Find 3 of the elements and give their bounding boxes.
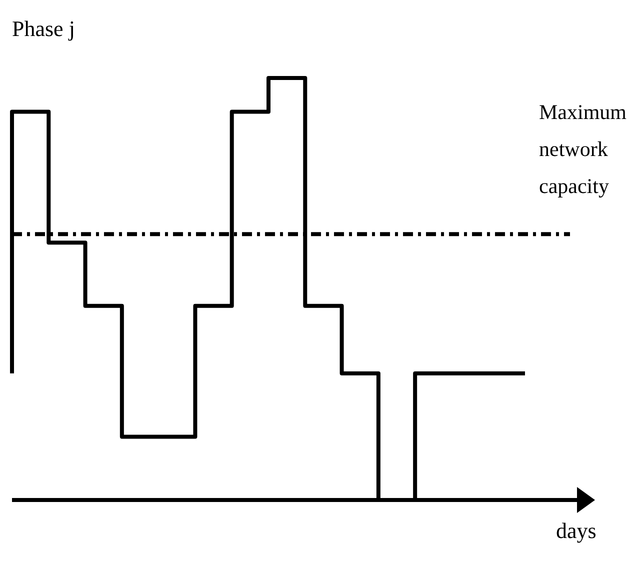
ref-line-label: Maximum network capacity [539, 100, 626, 198]
y-axis-title: Phase j [12, 16, 75, 42]
x-axis-title: days [556, 518, 596, 544]
